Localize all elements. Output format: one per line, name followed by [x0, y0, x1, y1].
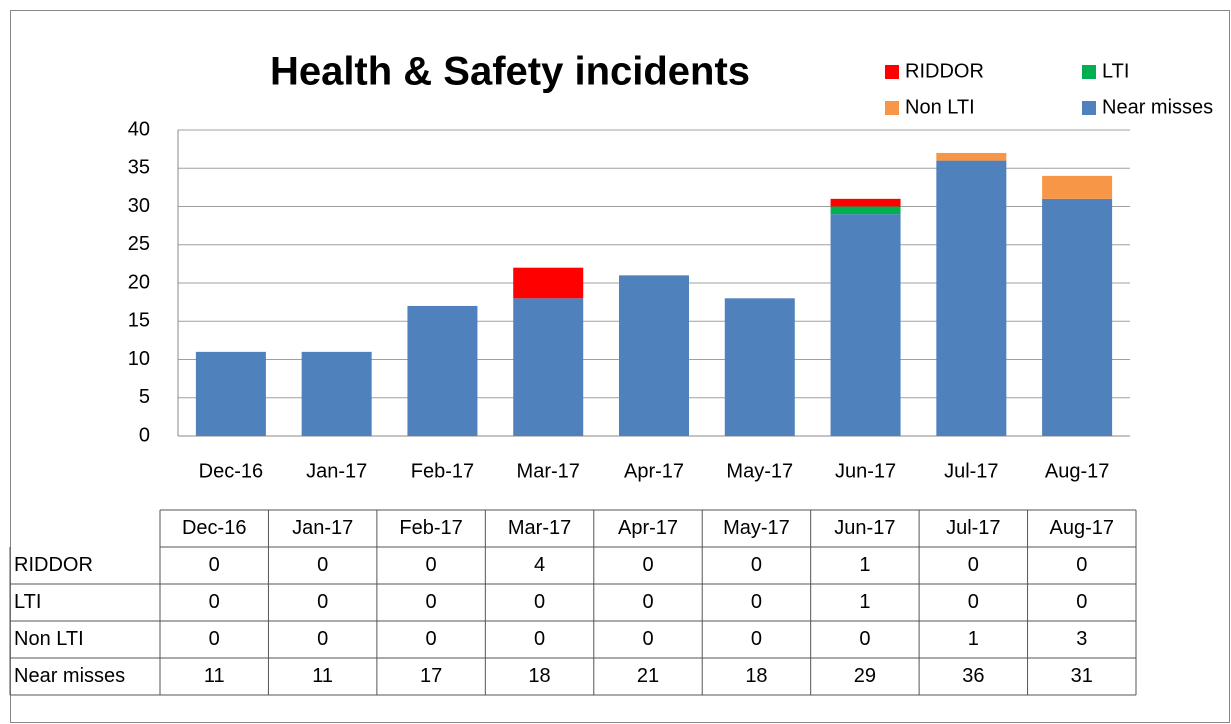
x-tick-label: Jan-17 — [306, 460, 367, 482]
table-cell: 0 — [209, 628, 220, 650]
table-cell: 0 — [642, 591, 653, 613]
x-tick-label: Dec-16 — [199, 460, 263, 482]
table-cell: 0 — [751, 554, 762, 576]
table-cell: 0 — [317, 554, 328, 576]
chart-title: Health & Safety incidents — [270, 50, 750, 94]
legend-label: Near misses — [1102, 96, 1213, 118]
bar-segment — [830, 206, 901, 215]
x-tick-label: Jun-17 — [835, 460, 896, 482]
legend-swatch — [1082, 101, 1096, 115]
bar-segment — [407, 305, 478, 436]
table-cell: 0 — [426, 554, 437, 576]
table-cell: 0 — [426, 591, 437, 613]
table-cell: 18 — [528, 665, 550, 687]
table-header: Aug-17 — [1050, 517, 1115, 539]
y-tick-label: 35 — [128, 157, 150, 179]
table-cell: 29 — [854, 665, 876, 687]
table-cell: 0 — [534, 591, 545, 613]
table-header: Jan-17 — [292, 517, 353, 539]
table-row-label: Non LTI — [14, 628, 84, 650]
table-row-label: RIDDOR — [14, 554, 93, 576]
table-cell: 0 — [642, 554, 653, 576]
bar-segment — [1042, 175, 1113, 199]
y-tick-label: 30 — [128, 195, 150, 217]
table-cell: 1 — [859, 591, 870, 613]
table-header: Jul-17 — [946, 517, 1000, 539]
table-row-label: LTI — [14, 591, 41, 613]
y-tick-label: 20 — [128, 271, 150, 293]
bar-segment — [619, 275, 689, 436]
bar-segment — [1042, 198, 1113, 436]
table-cell: 0 — [534, 628, 545, 650]
table-cell: 0 — [751, 591, 762, 613]
table-header: Dec-16 — [182, 517, 246, 539]
table-header: Apr-17 — [618, 517, 678, 539]
x-tick-label: Jul-17 — [944, 460, 998, 482]
y-tick-label: 40 — [128, 118, 150, 140]
table-cell: 3 — [1076, 628, 1087, 650]
table-row-label: Near misses — [14, 665, 125, 687]
table-header: Feb-17 — [399, 517, 462, 539]
y-tick-label: 0 — [139, 424, 150, 446]
table-cell: 0 — [209, 554, 220, 576]
table-cell: 0 — [751, 628, 762, 650]
table-cell: 0 — [968, 591, 979, 613]
bar-segment — [195, 351, 266, 436]
table-cell: 0 — [317, 628, 328, 650]
table-cell: 17 — [420, 665, 442, 687]
x-tick-label: Aug-17 — [1045, 460, 1110, 482]
table-cell: 21 — [637, 665, 659, 687]
bar-segment — [513, 298, 584, 436]
table-cell: 11 — [204, 665, 225, 687]
table-cell: 1 — [859, 554, 870, 576]
table-cell: 36 — [962, 665, 984, 687]
y-tick-label: 10 — [128, 348, 150, 370]
bar-segment — [936, 152, 1007, 161]
bar-segment — [936, 160, 1007, 436]
bar-segment — [830, 198, 901, 207]
legend-swatch — [1082, 65, 1096, 79]
bar-segment — [830, 214, 901, 436]
legend-label: Non LTI — [905, 96, 975, 118]
table-cell: 0 — [859, 628, 870, 650]
bar-segment — [724, 298, 795, 436]
table-header: Jun-17 — [834, 517, 895, 539]
y-tick-label: 5 — [139, 386, 150, 408]
table-cell: 11 — [312, 665, 333, 687]
table-cell: 1 — [968, 628, 979, 650]
legend-label: RIDDOR — [905, 60, 984, 82]
table-cell: 18 — [745, 665, 767, 687]
table-cell: 0 — [968, 554, 979, 576]
legend-label: LTI — [1102, 60, 1129, 82]
table-cell: 0 — [317, 591, 328, 613]
legend-swatch — [885, 65, 899, 79]
x-tick-label: Mar-17 — [517, 460, 580, 482]
table-cell: 0 — [426, 628, 437, 650]
table-header: Mar-17 — [508, 517, 571, 539]
bar-segment — [301, 351, 372, 436]
x-tick-label: Feb-17 — [411, 460, 474, 482]
table-header: May-17 — [723, 517, 790, 539]
y-tick-label: 25 — [128, 233, 150, 255]
y-tick-label: 15 — [128, 310, 150, 332]
x-tick-label: Apr-17 — [624, 460, 684, 482]
legend-swatch — [885, 101, 899, 115]
table-cell: 0 — [209, 591, 220, 613]
bar-segment — [513, 267, 584, 299]
table-cell: 0 — [642, 628, 653, 650]
x-tick-label: May-17 — [726, 460, 793, 482]
table-cell: 31 — [1071, 665, 1093, 687]
table-cell: 0 — [1076, 554, 1087, 576]
table-cell: 0 — [1076, 591, 1087, 613]
table-cell: 4 — [534, 554, 545, 576]
